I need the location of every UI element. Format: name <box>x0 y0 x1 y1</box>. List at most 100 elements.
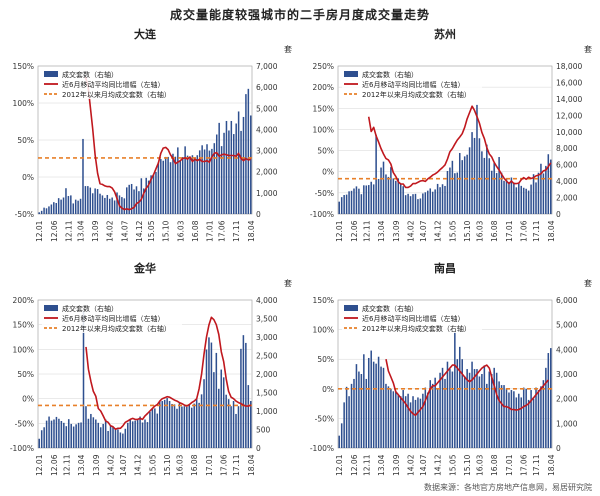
bar <box>520 185 523 214</box>
bar <box>390 167 392 214</box>
bar <box>478 376 481 448</box>
bar <box>463 156 466 214</box>
bar <box>72 203 75 214</box>
x-tick-label: 17.01 <box>505 220 514 242</box>
bar <box>402 186 404 214</box>
bar <box>223 132 225 214</box>
bar <box>515 397 518 448</box>
legend-label-bar: 成交套数（右轴） <box>362 304 418 313</box>
bar <box>473 137 476 214</box>
bar <box>441 367 444 448</box>
legend-label-bar: 成交套数（右轴） <box>362 70 418 79</box>
right-tick-label: 4,000 <box>556 177 578 186</box>
bar <box>127 422 129 448</box>
bar <box>481 374 483 448</box>
left-tick-label: 200% <box>313 83 334 92</box>
legend-box <box>42 69 182 99</box>
bar <box>530 184 532 214</box>
bar <box>126 187 128 214</box>
bar <box>395 391 397 448</box>
bar <box>53 202 55 214</box>
bar <box>540 163 542 214</box>
bar <box>449 167 451 214</box>
bar <box>89 187 92 214</box>
bar <box>422 193 424 214</box>
bar <box>245 342 247 448</box>
bar <box>441 184 444 214</box>
bar <box>230 406 232 448</box>
right-tick-label: 2,000 <box>556 395 578 404</box>
legend-label-line: 近6月移动平均同比增幅（左轴） <box>362 80 464 89</box>
bar <box>113 200 116 214</box>
bar <box>483 365 486 448</box>
left-tick-label: -50% <box>15 210 34 219</box>
x-tick-label: 15.10 <box>163 454 172 476</box>
bar <box>146 422 149 448</box>
x-tick-label: 14.12 <box>135 220 144 242</box>
bar <box>434 377 436 448</box>
right-tick-label: 12,000 <box>556 111 582 120</box>
right-tick-label: 2,000 <box>256 370 278 379</box>
x-tick-label: 15.10 <box>463 220 472 242</box>
bar <box>109 425 112 448</box>
bar <box>198 402 200 448</box>
bar <box>399 184 402 214</box>
page-title: 成交量能度较强城市的二手房月度成交量走势 <box>169 8 430 22</box>
legend-box <box>42 303 182 333</box>
right-tick-label: 14,000 <box>556 95 582 104</box>
bar <box>184 146 186 214</box>
bar <box>508 182 510 214</box>
left-tick-label: 0% <box>22 395 34 404</box>
bar <box>461 359 463 448</box>
left-tick-label: 100% <box>313 125 334 134</box>
legend-label-average: 2012年以来月均成交套数（右轴） <box>362 324 471 333</box>
bar <box>233 134 235 214</box>
bar <box>43 427 45 448</box>
x-tick-label: 15.05 <box>448 220 457 242</box>
left-tick-label: 100% <box>13 99 34 108</box>
bar <box>345 386 348 448</box>
bar <box>338 201 340 214</box>
bar <box>395 180 397 214</box>
bar <box>385 383 387 448</box>
legend-label-line: 近6月移动平均同比增幅（左轴） <box>62 80 164 89</box>
right-tick-label: 4,000 <box>556 345 578 354</box>
bar <box>104 197 106 214</box>
bar <box>417 199 419 214</box>
x-tick-label: 17.06 <box>218 220 227 242</box>
bar <box>429 188 432 214</box>
bar <box>478 138 481 214</box>
right-tick-label: 2,000 <box>256 168 278 177</box>
legend-swatch-bar <box>344 71 358 77</box>
bar <box>60 420 63 448</box>
bar <box>505 178 508 214</box>
bar <box>211 148 213 214</box>
bar <box>402 390 404 448</box>
bar <box>348 396 350 448</box>
bar <box>82 138 84 214</box>
bar <box>169 162 172 214</box>
bar <box>163 399 166 448</box>
bar <box>490 170 493 214</box>
bar <box>399 396 402 448</box>
bar <box>38 212 40 214</box>
bar <box>532 398 535 448</box>
x-tick-label: 14.07 <box>419 454 428 476</box>
left-tick-label: 100% <box>13 345 34 354</box>
bar <box>513 391 515 448</box>
x-tick-label: 18.04 <box>247 220 256 242</box>
chart-svg: 大连套 150% 100% 50% 0% -50% 7,000 6,000 5,000 4,000… <box>13 27 292 242</box>
legend-label-line: 近6月移动平均同比增幅（左轴） <box>62 314 164 323</box>
bar <box>387 386 390 448</box>
x-tick-label: 16.03 <box>475 454 484 476</box>
bar <box>545 367 547 448</box>
bar <box>220 369 223 448</box>
bar <box>363 354 365 448</box>
legend-swatch-bar <box>44 305 58 311</box>
bar <box>157 162 160 214</box>
bar <box>45 420 48 448</box>
bar <box>191 155 194 214</box>
bar <box>370 181 372 214</box>
left-tick-label: -50% <box>15 419 34 428</box>
bar <box>498 381 500 448</box>
